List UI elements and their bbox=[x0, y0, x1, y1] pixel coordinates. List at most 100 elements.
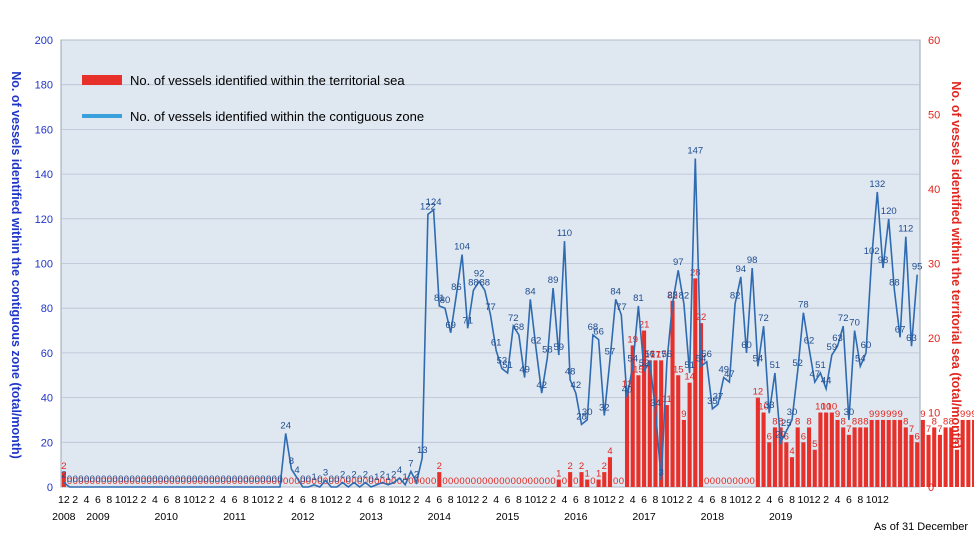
left-tick-label: 160 bbox=[35, 124, 53, 136]
contiguous-zone-data-label: 44 bbox=[821, 376, 832, 387]
contiguous-zone-data-label: 0 bbox=[243, 474, 248, 485]
right-tick-label: 60 bbox=[928, 35, 940, 47]
territorial-sea-data-label: 8 bbox=[943, 416, 948, 427]
contiguous-zone-data-label: 0 bbox=[118, 474, 123, 485]
territorial-sea-data-label: 10 bbox=[827, 402, 838, 413]
contiguous-zone-data-label: 0 bbox=[357, 474, 362, 485]
month-tick-label: 4 bbox=[698, 494, 704, 506]
legend-item-contiguous: No. of vessels identified within the con… bbox=[82, 98, 424, 134]
month-tick-label: 8 bbox=[857, 494, 863, 506]
contiguous-zone-data-label: 98 bbox=[878, 255, 889, 266]
month-tick-label: 12 bbox=[331, 494, 343, 506]
territorial-sea-data-label: 0 bbox=[385, 476, 390, 487]
contiguous-zone-data-label: 42 bbox=[571, 380, 582, 391]
contiguous-zone-data-label: 70 bbox=[849, 318, 860, 329]
territorial-sea-data-label: 0 bbox=[158, 476, 163, 487]
contiguous-zone-data-label: 0 bbox=[192, 474, 197, 485]
contiguous-zone-data-label: 0 bbox=[215, 474, 220, 485]
right-axis-ticks: 0 10 20 30 40 50 60 bbox=[928, 35, 940, 494]
territorial-sea-data-label: 0 bbox=[317, 476, 322, 487]
month-tick-label: 10 bbox=[388, 494, 400, 506]
month-tick-label: 2 bbox=[687, 494, 693, 506]
contiguous-zone-data-label: 0 bbox=[147, 474, 152, 485]
territorial-sea-data-label: 9 bbox=[681, 409, 686, 420]
territorial-sea-bar bbox=[698, 323, 704, 487]
territorial-sea-data-label: 0 bbox=[289, 476, 294, 487]
territorial-sea-data-label: 0 bbox=[476, 476, 481, 487]
left-tick-label: 140 bbox=[35, 169, 53, 181]
contiguous-zone-data-label: 98 bbox=[747, 255, 758, 266]
contiguous-zone-data-label: 78 bbox=[798, 300, 809, 311]
contiguous-zone-data-label: 68 bbox=[514, 322, 525, 333]
contiguous-zone-data-label: 0 bbox=[220, 474, 225, 485]
territorial-sea-bar bbox=[607, 457, 613, 487]
contiguous-zone-data-label: 52 bbox=[792, 358, 803, 369]
territorial-sea-data-label: 0 bbox=[243, 476, 248, 487]
territorial-sea-data-label: 0 bbox=[118, 476, 123, 487]
month-tick-label: 4 bbox=[425, 494, 431, 506]
territorial-sea-data-label: 0 bbox=[152, 476, 157, 487]
territorial-sea-data-label: 9 bbox=[897, 409, 902, 420]
contiguous-zone-data-label: 147 bbox=[687, 145, 703, 156]
month-tick-label: 10 bbox=[456, 494, 468, 506]
contiguous-zone-data-label: 0 bbox=[101, 474, 106, 485]
territorial-sea-bar bbox=[647, 360, 652, 487]
contiguous-zone-data-label: 0 bbox=[95, 474, 100, 485]
contiguous-zone-data-label: 72 bbox=[758, 313, 769, 324]
contiguous-zone-data-labels: 2 0 0 0 0 0 0 0 0 0 0 0 0 0 0 0 0 0 0 0 0 0 0 0 0 0 0 0 0 0 0 0 0 0 0 0 0 0 02… bbox=[61, 145, 922, 485]
territorial-sea-data-label: 28 bbox=[690, 267, 701, 278]
contiguous-zone-data-label: 60 bbox=[861, 340, 872, 351]
territorial-sea-data-label: 0 bbox=[550, 476, 555, 487]
month-tick-label: 12 bbox=[126, 494, 138, 506]
territorial-sea-data-label: 0 bbox=[750, 476, 755, 487]
territorial-sea-data-label: 2 bbox=[437, 461, 442, 472]
territorial-sea-data-label: 6 bbox=[784, 431, 789, 442]
territorial-sea-data-label: 9 bbox=[875, 409, 880, 420]
month-tick-label: 12 bbox=[536, 494, 548, 506]
territorial-sea-data-label: 0 bbox=[95, 476, 100, 487]
contiguous-zone-data-label: 49 bbox=[718, 364, 729, 375]
left-tick-label: 200 bbox=[35, 35, 53, 47]
territorial-sea-bar bbox=[642, 330, 647, 487]
territorial-sea-data-label: 7 bbox=[846, 424, 851, 435]
contiguous-zone-data-label: 0 bbox=[238, 474, 243, 485]
month-tick-label: 8 bbox=[106, 494, 112, 506]
territorial-sea-data-label: 0 bbox=[727, 476, 732, 487]
territorial-sea-data-label: 6 bbox=[915, 431, 920, 442]
left-tick-label: 100 bbox=[35, 259, 53, 271]
contiguous-zone-data-label: 33 bbox=[764, 400, 775, 411]
territorial-sea-data-label: 0 bbox=[368, 476, 373, 487]
territorial-sea-data-label: 0 bbox=[710, 476, 715, 487]
contiguous-zone-data-label: 40 bbox=[622, 385, 633, 396]
territorial-sea-bar bbox=[585, 479, 590, 487]
territorial-sea-data-label: 9 bbox=[971, 409, 974, 420]
month-tick-label: 2 bbox=[72, 494, 78, 506]
territorial-sea-bar bbox=[858, 427, 863, 487]
contiguous-zone-data-label: 0 bbox=[186, 474, 191, 485]
contiguous-zone-data-label: 30 bbox=[844, 407, 855, 418]
territorial-sea-bar bbox=[602, 472, 607, 487]
month-tick-label: 10 bbox=[524, 494, 536, 506]
territorial-sea-bar bbox=[437, 472, 442, 487]
month-tick-label: 12 bbox=[468, 494, 480, 506]
territorial-sea-data-label: 0 bbox=[312, 476, 317, 487]
month-tick-label: 8 bbox=[311, 494, 317, 506]
territorial-sea-data-label: 0 bbox=[516, 476, 521, 487]
territorial-sea-data-label: 9 bbox=[886, 409, 891, 420]
month-tick-label: 2 bbox=[277, 494, 283, 506]
contiguous-zone-data-label: 0 bbox=[249, 474, 254, 485]
territorial-sea-bar bbox=[784, 442, 789, 487]
territorial-sea-data-label: 0 bbox=[255, 476, 260, 487]
territorial-sea-bar bbox=[869, 419, 874, 487]
month-tick-label: 12 bbox=[604, 494, 616, 506]
territorial-sea-data-label: 0 bbox=[380, 476, 385, 487]
contiguous-zone-data-label: 82 bbox=[667, 291, 678, 302]
territorial-sea-data-label: 0 bbox=[488, 476, 493, 487]
territorial-sea-bar bbox=[937, 434, 942, 487]
contiguous-zone-data-label: 0 bbox=[135, 474, 140, 485]
legend-swatch-bar bbox=[82, 75, 122, 85]
territorial-sea-bar bbox=[863, 427, 869, 487]
month-tick-label: 6 bbox=[846, 494, 852, 506]
contiguous-zone-data-label: 0 bbox=[67, 474, 72, 485]
territorial-sea-data-label: 0 bbox=[744, 476, 749, 487]
